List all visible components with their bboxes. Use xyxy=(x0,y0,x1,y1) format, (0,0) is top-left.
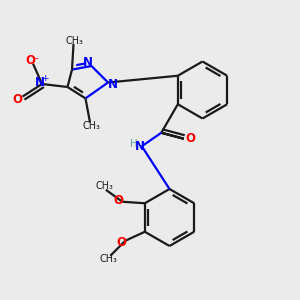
Text: -: - xyxy=(35,53,38,63)
Text: O: O xyxy=(113,194,123,207)
Text: N: N xyxy=(83,56,93,69)
Text: CH₃: CH₃ xyxy=(82,121,100,131)
Text: +: + xyxy=(41,74,49,83)
Text: O: O xyxy=(26,54,36,67)
Text: CH₃: CH₃ xyxy=(95,181,113,191)
Text: N: N xyxy=(34,76,45,89)
Text: CH₃: CH₃ xyxy=(65,35,83,46)
Text: O: O xyxy=(185,132,195,145)
Text: N: N xyxy=(108,77,118,91)
Text: CH₃: CH₃ xyxy=(100,254,118,264)
Text: H: H xyxy=(130,140,138,149)
Text: O: O xyxy=(13,92,23,106)
Text: O: O xyxy=(117,236,127,249)
Text: N: N xyxy=(135,140,145,153)
